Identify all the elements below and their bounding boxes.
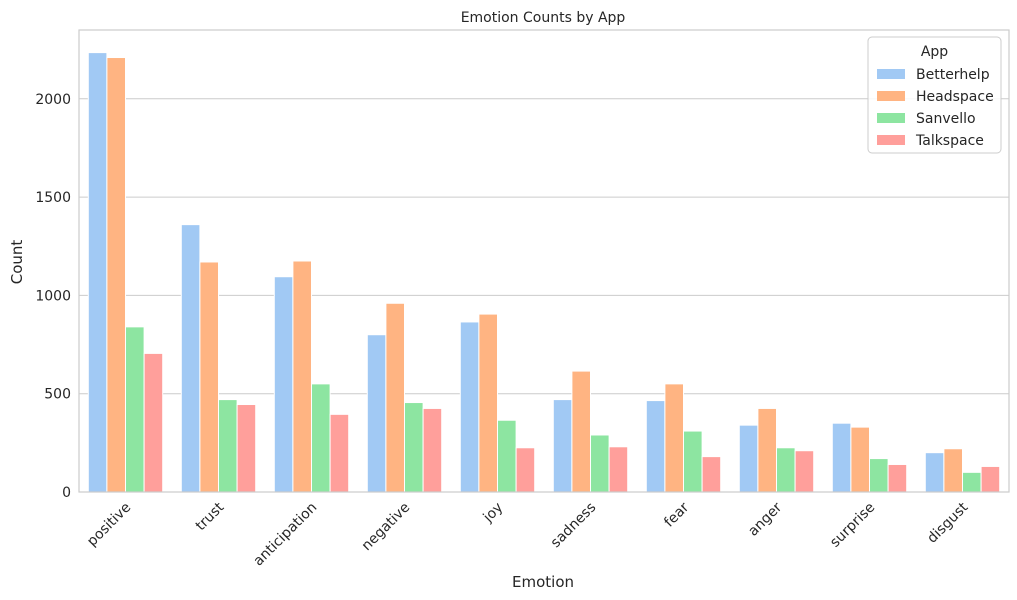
bar-headspace-anticipation [292, 260, 312, 493]
x-tick-label: joy [480, 500, 507, 527]
bar-talkspace-positive [143, 352, 164, 493]
bar-headspace-positive [106, 57, 127, 493]
bar-talkspace-surprise [887, 463, 908, 493]
bar-betterhelp-surprise [831, 422, 852, 493]
bar-betterhelp-anger [738, 424, 759, 493]
bars [87, 52, 1001, 493]
x-axis-label: Emotion [512, 573, 574, 591]
bar-talkspace-anger [794, 450, 815, 493]
legend-swatch [877, 113, 905, 123]
y-tick-label: 1000 [35, 288, 71, 304]
y-tick-label: 1500 [35, 190, 71, 206]
legend-label: Betterhelp [916, 67, 990, 83]
y-tick-label: 500 [44, 387, 71, 403]
legend: App Betterhelp Headspace Sanvello Talkspace [867, 36, 1002, 154]
bar-talkspace-anticipation [329, 413, 350, 493]
legend-label: Sanvello [916, 111, 976, 127]
bar-talkspace-disgust [980, 465, 1001, 493]
y-tick-label: 2000 [35, 92, 71, 108]
x-tick-label: sadness [548, 500, 600, 552]
x-tick-label: positive [84, 500, 134, 550]
bar-betterhelp-joy [459, 321, 480, 493]
plot-frame [78, 29, 1010, 493]
bar-sanvello-negative [404, 402, 424, 493]
y-tick-label: 0 [62, 485, 71, 501]
bar-talkspace-joy [515, 447, 536, 493]
bar-sanvello-joy [497, 419, 517, 493]
bar-headspace-joy [478, 313, 498, 493]
bar-betterhelp-anticipation [273, 276, 294, 493]
legend-swatch [877, 135, 905, 145]
x-tick-label: negative [359, 500, 414, 555]
x-tick-label: trust [193, 499, 228, 534]
bar-headspace-surprise [850, 426, 871, 493]
x-tick-label: disgust [924, 499, 971, 546]
x-tick-label: anger [745, 499, 785, 539]
bar-betterhelp-disgust [924, 452, 945, 493]
bar-betterhelp-negative [366, 334, 387, 493]
legend-label: Headspace [916, 89, 994, 105]
bar-betterhelp-trust [180, 224, 201, 493]
bar-sanvello-surprise [869, 458, 889, 493]
bar-sanvello-anger [776, 447, 796, 493]
legend-box [867, 36, 1002, 154]
legend-swatch [877, 69, 905, 79]
bar-headspace-disgust [943, 448, 964, 493]
chart-title: Emotion Counts by App [461, 10, 626, 26]
x-tick-label: fear [661, 499, 692, 530]
bar-sanvello-fear [683, 430, 703, 493]
bar-headspace-anger [757, 407, 778, 493]
bar-betterhelp-sadness [552, 399, 573, 493]
bar-talkspace-trust [236, 404, 257, 493]
bar-talkspace-fear [701, 456, 722, 493]
bar-betterhelp-positive [87, 52, 108, 493]
y-axis-label: Count [8, 240, 26, 285]
bar-headspace-negative [385, 302, 405, 493]
legend-swatch [877, 91, 905, 101]
legend-label: Talkspace [915, 133, 984, 149]
bar-betterhelp-fear [645, 400, 666, 493]
x-tick-label: surprise [827, 500, 878, 551]
bar-headspace-fear [664, 383, 685, 493]
x-tick-label: anticipation [251, 500, 321, 570]
bar-sanvello-trust [218, 399, 238, 493]
bar-headspace-sadness [571, 370, 592, 493]
bar-talkspace-sadness [608, 446, 629, 493]
bar-headspace-trust [199, 261, 219, 493]
bar-sanvello-disgust [962, 471, 982, 493]
bar-sanvello-positive [125, 326, 145, 493]
bar-talkspace-negative [422, 407, 443, 493]
bar-sanvello-anticipation [311, 383, 331, 493]
legend-title: App [921, 44, 948, 60]
bar-sanvello-sadness [590, 434, 610, 493]
